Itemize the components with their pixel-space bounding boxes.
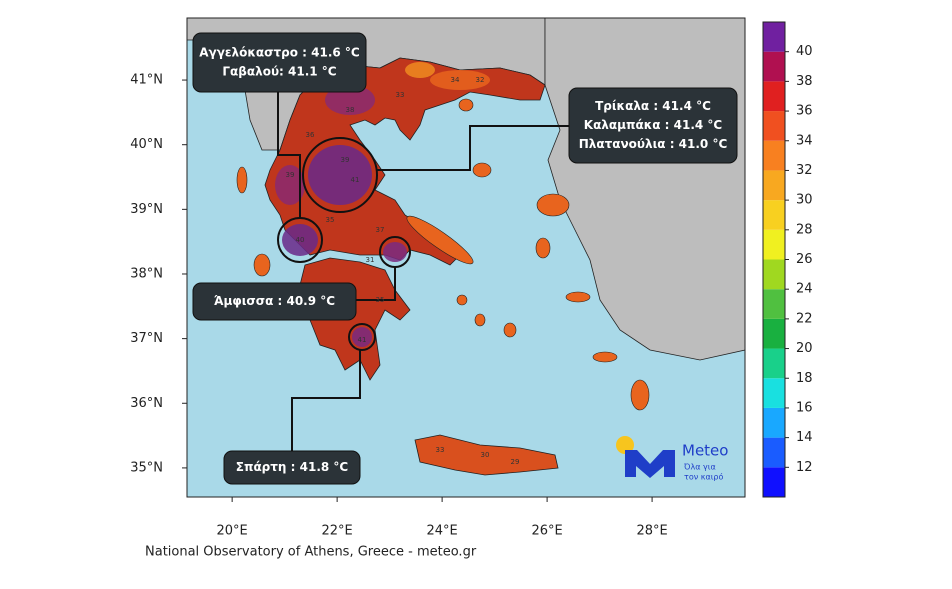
callout-text: Γαβαλού: 41.1 °C [222, 65, 336, 79]
callout-text: Πλατανούλια : 41.0 °C [579, 137, 728, 151]
map-frame [186, 17, 746, 498]
x-tick-label: 24°E [426, 524, 457, 539]
colorbar-bin [763, 81, 785, 112]
colorbar-tick-label: 24 [796, 282, 813, 297]
colorbar-tick-label: 38 [796, 74, 813, 89]
station-value: 39 [286, 171, 295, 179]
colorbar-tick-label: 14 [796, 430, 813, 445]
y-tick-label: 35°N [130, 460, 163, 475]
callout-text: Άμφισσα : 40.9 °C [214, 294, 335, 308]
station-value: 32 [476, 76, 485, 84]
colorbar-tick-label: 16 [796, 400, 813, 415]
y-tick-label: 39°N [130, 202, 163, 217]
callout-box [223, 450, 361, 485]
colorbar-bin [763, 111, 785, 141]
station-value: 35 [376, 296, 385, 304]
station-value: 33 [396, 91, 405, 99]
x-tick-label: 28°E [636, 524, 667, 539]
logo-tagline: τον καιρό [684, 472, 723, 482]
x-tick-label: 20°E [217, 524, 248, 539]
colorbar-bin [763, 318, 785, 349]
station-value: 41 [358, 336, 367, 344]
colorbar-tick-label: 20 [796, 341, 813, 356]
logo-name: Meteo [682, 442, 728, 460]
colorbar-tick-label: 32 [796, 163, 813, 178]
station-value: 29 [511, 458, 520, 466]
station-value: 38 [346, 106, 355, 114]
colorbar-tick-label: 18 [796, 371, 813, 386]
colorbar-tick-label: 30 [796, 193, 813, 208]
credit: National Observatory of Athens, Greece -… [145, 545, 477, 560]
y-tick-label: 41°N [130, 73, 163, 88]
station-value: 33 [436, 446, 445, 454]
callout-box [192, 32, 367, 93]
colorbar-tick-label: 40 [796, 44, 813, 59]
colorbar-tick-label: 28 [796, 222, 813, 237]
logo [616, 436, 675, 478]
colorbar-bin [763, 289, 785, 319]
leader-lines [277, 92, 569, 451]
x-tick-label: 22°E [321, 524, 352, 539]
station-value: 36 [306, 131, 315, 139]
colorbar-bin [763, 22, 785, 52]
x-tick-label: 26°E [531, 524, 562, 539]
colorbar-bin [763, 407, 785, 438]
colorbar-bin [763, 200, 785, 230]
islands [236, 98, 650, 411]
colorbar-tick-label: 36 [796, 104, 813, 119]
station-value: 31 [366, 256, 375, 264]
colorbar-bin [763, 437, 785, 468]
colorbar-tick-label: 12 [796, 460, 813, 475]
station-value: 35 [326, 216, 335, 224]
crete [414, 434, 559, 476]
callout-text: Τρίκαλα : 41.4 °C [595, 99, 711, 113]
y-tick-label: 37°N [130, 331, 163, 346]
colorbar-bin [763, 140, 785, 171]
y-tick-label: 38°N [130, 266, 163, 281]
colorbar-bin [763, 259, 785, 290]
colorbar-tick-label: 22 [796, 311, 813, 326]
callout-text: Σπάρτη : 41.8 °C [236, 460, 349, 474]
y-tick-label: 40°N [130, 137, 163, 152]
colorbar-bin [763, 51, 785, 82]
colorbar-bin [763, 229, 785, 260]
logo-tagline: Όλα για [683, 462, 716, 472]
colorbar-bin [763, 170, 785, 201]
colorbar-bin [763, 348, 785, 379]
colorbar-bin [763, 378, 785, 408]
colorbar-tick-label: 26 [796, 252, 813, 267]
callout-box [568, 87, 738, 164]
station-value: 39 [341, 156, 350, 164]
colorbar-tick-label: 34 [796, 133, 813, 148]
station-value: 40 [296, 236, 305, 244]
station-value: 34 [451, 76, 460, 84]
y-tick-label: 36°N [130, 396, 163, 411]
callout-text: Αγγελόκαστρο : 41.6 °C [199, 46, 360, 60]
station-value: 30 [481, 451, 490, 459]
station-value: 37 [376, 226, 385, 234]
callout-box [192, 282, 357, 321]
callout-text: Καλαμπάκα : 41.4 °C [584, 118, 723, 132]
station-value: 41 [351, 176, 360, 184]
colorbar-bin [763, 467, 785, 497]
